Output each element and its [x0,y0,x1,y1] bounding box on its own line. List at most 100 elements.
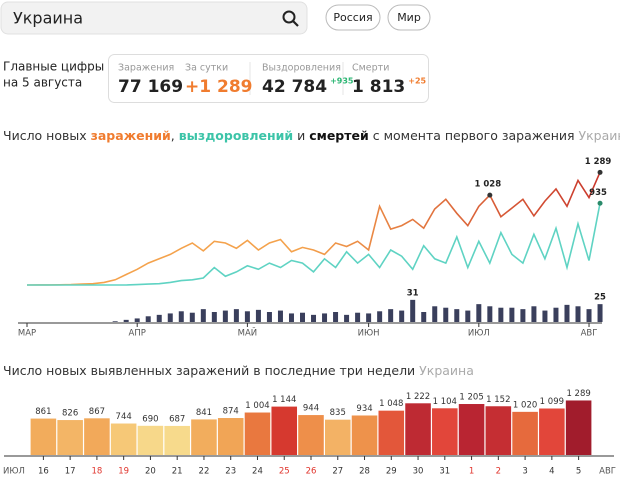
death-bar [399,310,405,322]
chart-title: Число новых выявленных заражений в после… [3,363,474,378]
data-label: 31 [407,288,419,298]
x-axis-label: АВГ [599,467,616,477]
x-tick-label: 3 [522,467,527,477]
data-label: 1 152 [486,395,510,405]
data-label: 861 [35,407,51,417]
series-line [27,203,601,286]
death-bar [432,306,438,322]
death-bar [531,306,537,322]
stat-delta: +25 [408,77,426,86]
death-bar [443,307,449,322]
chart-title: Число новых заражений, выздоровлений и с… [3,128,620,143]
bar [512,411,538,455]
death-bar [322,313,328,322]
search-icon[interactable] [282,10,299,27]
x-tick-label: 28 [359,467,370,477]
x-tick-label: 19 [118,467,129,477]
x-tick-label: АПР [129,329,146,339]
death-bar [388,309,394,322]
data-label: 835 [330,408,346,418]
x-tick-label: 27 [332,467,343,477]
caption: Главные цифры [3,60,104,74]
stat-label: Заражения [118,63,174,74]
bar [164,425,190,455]
x-tick-label: 4 [549,467,554,477]
x-tick-label: 1 [469,467,474,477]
bar [191,419,217,455]
death-bar [575,306,581,322]
stat-delta: +935 [330,77,354,86]
title-part: смертей [309,128,369,143]
bar [110,423,137,455]
x-tick-label: МАЙ [238,327,258,339]
death-bar [300,312,305,322]
data-label: 1 205 [459,393,483,403]
death-bar [487,306,493,322]
x-tick-label: 17 [65,467,76,477]
title-part: Украина [575,128,620,143]
search-box[interactable] [0,1,308,35]
data-label: 874 [223,407,239,417]
death-bar [377,311,383,322]
button[interactable] [325,4,381,31]
death-bar [509,307,515,322]
death-bar [586,309,592,322]
data-label: 25 [594,293,606,303]
button[interactable] [387,4,431,31]
death-bar [366,313,372,322]
stat-value: 42 784 [262,77,327,97]
x-tick-label: 24 [252,467,263,477]
x-tick-label: 18 [91,467,102,477]
death-bar [112,321,118,322]
death-bar [288,313,294,322]
data-label: 1 144 [272,395,296,405]
x-axis-label: ИЮЛ [3,467,25,477]
death-bar [211,312,217,322]
bar [271,406,298,455]
button-label[interactable]: Россия [333,11,372,24]
data-label: 1 048 [379,399,403,409]
summary-card [108,54,429,103]
death-bar [156,314,162,322]
death-bar [311,314,317,322]
data-label: 1 028 [475,180,502,190]
death-bar [134,318,140,322]
point [487,192,493,198]
x-tick-label: 29 [386,467,397,477]
point [597,169,603,175]
x-tick-label: 31 [439,467,450,477]
death-bar [410,299,416,322]
death-bar [476,304,482,322]
death-bar [123,319,129,322]
bar [244,412,271,455]
bar [405,403,431,455]
title-part: заражений [91,128,171,143]
x-tick-label: 30 [413,467,424,477]
stat-value: +1 289 [185,77,252,97]
bar [351,415,378,455]
x-tick-label: 20 [145,467,156,477]
bar [458,404,485,455]
death-bar [233,309,239,322]
bar [539,408,565,455]
death-bar [167,313,173,322]
x-tick-label: 2 [496,467,501,477]
death-bar [465,310,471,322]
data-label: 744 [116,412,132,422]
title-part: Украина [415,363,474,378]
bar [298,415,324,455]
button-label[interactable]: Мир [397,11,421,24]
data-label: 1 222 [406,392,430,402]
x-tick-label: 21 [172,467,183,477]
data-label: 1 104 [433,397,457,407]
death-bar [498,307,504,322]
death-bar [255,309,261,322]
death-bar [421,312,427,322]
death-bar [520,309,526,322]
death-bar [200,309,206,322]
data-label: 1 004 [245,401,269,411]
data-label: 690 [142,414,158,424]
data-label: 934 [356,404,372,414]
death-bar [277,310,283,322]
